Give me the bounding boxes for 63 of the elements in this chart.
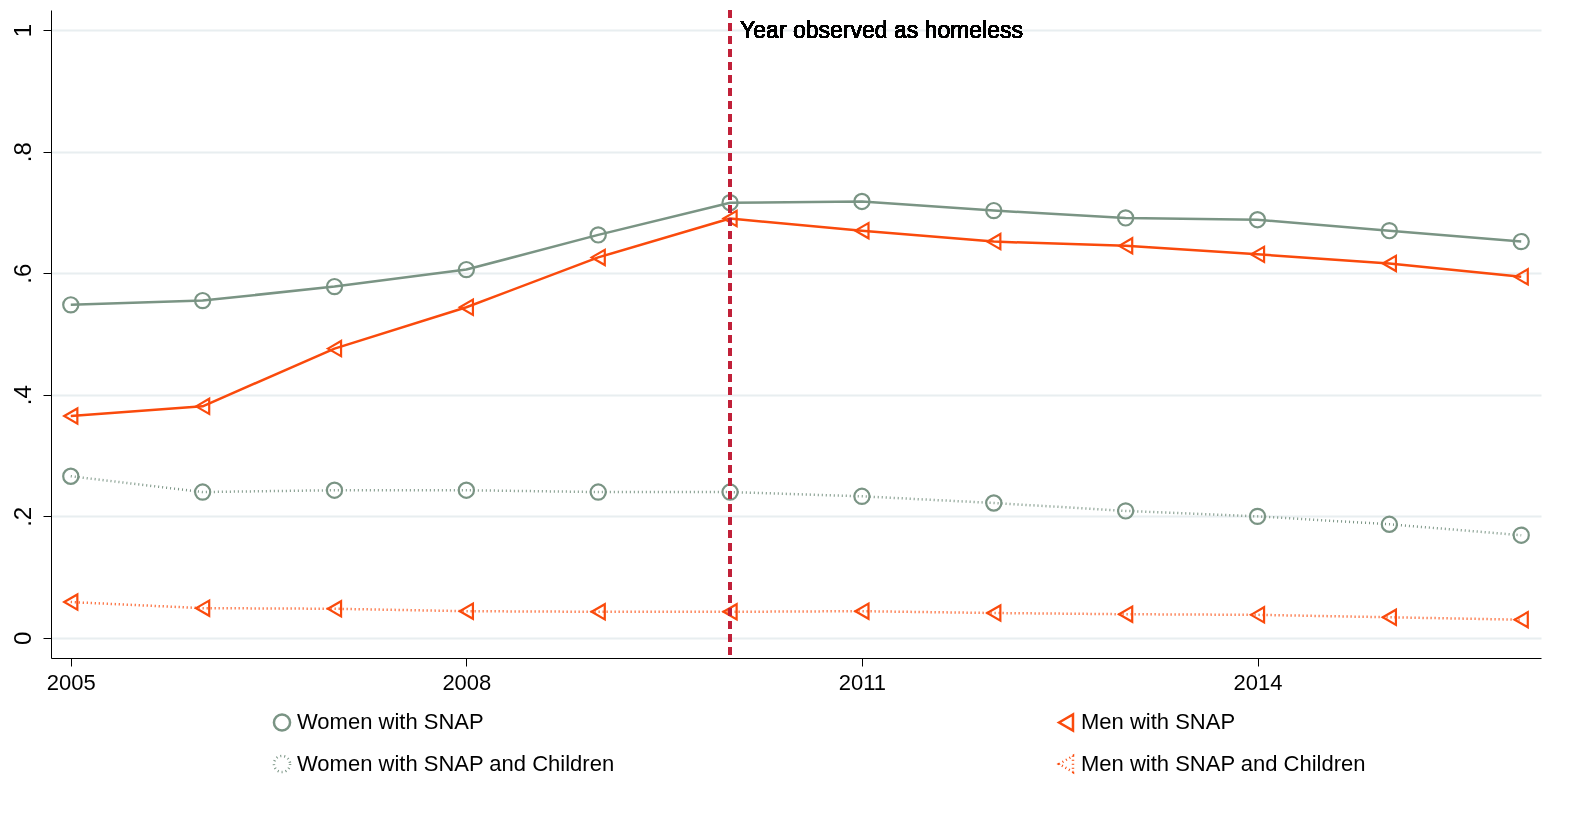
point (194, 397, 211, 416)
point (1117, 605, 1134, 623)
point (853, 192, 871, 211)
point (1117, 237, 1134, 255)
point (62, 467, 80, 485)
point (458, 298, 475, 316)
point (589, 226, 607, 244)
point (63, 407, 79, 425)
point (1381, 608, 1398, 626)
point (1380, 515, 1399, 533)
point (1513, 268, 1529, 286)
point (722, 603, 738, 621)
point (854, 602, 870, 620)
point (457, 260, 476, 279)
point (589, 483, 607, 501)
y-tick-label: .8 (8, 142, 36, 163)
point (458, 602, 475, 620)
point (326, 600, 343, 618)
legend-label: Women with SNAP and Children (297, 751, 615, 776)
point (325, 277, 344, 296)
point (1381, 254, 1398, 273)
point (721, 483, 739, 501)
legend-label: Men with SNAP (1081, 709, 1236, 735)
point (457, 481, 476, 499)
point (193, 483, 212, 501)
legend-label: Men with SNAP and Children (1081, 751, 1366, 776)
point (63, 593, 79, 611)
y-tick-label: 0 (8, 631, 36, 646)
point (1380, 221, 1399, 240)
point (325, 481, 344, 499)
point (590, 603, 606, 621)
point (1116, 209, 1135, 227)
point (326, 339, 343, 358)
legend-label: Women with SNAP (297, 709, 484, 735)
point (986, 604, 1002, 622)
point (1249, 245, 1266, 264)
y-tick-label: .4 (8, 385, 36, 406)
x-tick-label: 2014 (1233, 669, 1283, 695)
y-tick-label: .6 (8, 263, 36, 284)
point (590, 248, 606, 267)
x-tick-label: 2011 (838, 669, 887, 695)
point (985, 201, 1003, 220)
point (854, 221, 870, 240)
point (1248, 507, 1267, 526)
point (986, 232, 1002, 251)
point (1116, 502, 1135, 520)
point (853, 487, 871, 505)
point (1512, 232, 1530, 251)
y-tick-label: 1 (8, 23, 36, 38)
point (194, 599, 211, 617)
point (722, 209, 738, 228)
point (985, 494, 1003, 512)
x-tick-label: 2005 (46, 669, 96, 695)
point (62, 296, 80, 314)
y-tick-label: .2 (8, 506, 36, 527)
point (1512, 526, 1530, 544)
point (1513, 611, 1529, 629)
point (1248, 211, 1267, 229)
x-tick-label: 2008 (442, 669, 492, 695)
ref-line-label: Year observed as homeless (740, 17, 1024, 43)
point (193, 291, 212, 310)
point (1249, 606, 1266, 624)
point (721, 194, 739, 212)
